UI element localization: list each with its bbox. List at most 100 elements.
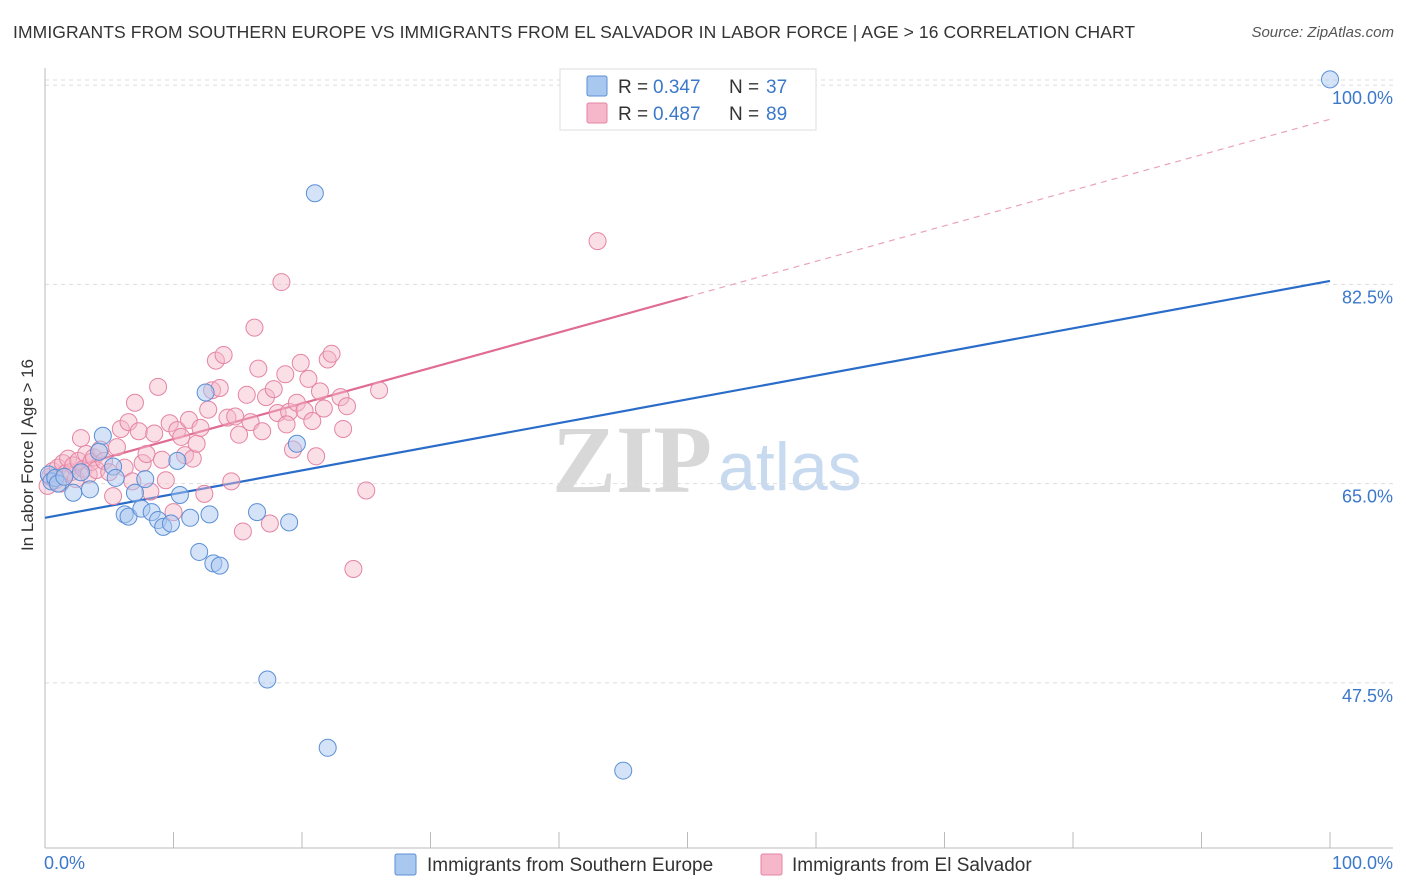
point-southern-europe (125, 483, 144, 502)
x-ticks (44, 832, 1331, 848)
point-southern-europe (93, 426, 112, 445)
legend-n-value-1: 37 (766, 77, 787, 98)
point-el-salvador (71, 429, 90, 448)
watermark: ZIP atlas (552, 406, 862, 513)
bottom-legend-swatch-pink (760, 853, 783, 876)
point-el-salvador (303, 411, 322, 430)
watermark-zip: ZIP (552, 406, 712, 513)
point-el-salvador (218, 408, 237, 427)
trend-line-el-salvador (44, 295, 688, 476)
point-el-salvador (107, 438, 126, 457)
point-el-salvador (370, 381, 389, 400)
point-el-salvador (272, 273, 291, 292)
legend-n-value-2: 89 (766, 104, 787, 125)
point-southern-europe (305, 184, 324, 203)
point-el-salvador (199, 400, 218, 419)
point-el-salvador (264, 380, 283, 399)
point-el-salvador (137, 445, 156, 464)
point-southern-europe (210, 556, 229, 575)
y-tick-label: 65.0% (1342, 487, 1393, 507)
point-southern-europe (64, 483, 83, 502)
correlation-legend: R = 0.347 N = 37 R = 0.487 N = 89 (559, 68, 817, 131)
point-el-salvador (222, 472, 241, 491)
point-southern-europe (136, 470, 155, 489)
chart-title: IMMIGRANTS FROM SOUTHERN EUROPE VS IMMIG… (13, 22, 1136, 42)
point-el-salvador (331, 388, 350, 407)
legend-swatch-pink (586, 102, 608, 124)
point-southern-europe (248, 503, 267, 522)
legend-r-value-2: 0.487 (653, 104, 701, 125)
point-el-salvador (337, 397, 356, 416)
trend-lines (44, 118, 1331, 519)
point-el-salvador (253, 422, 272, 441)
point-el-salvador (156, 471, 175, 490)
point-el-salvador (187, 434, 206, 453)
point-el-salvador (152, 450, 171, 469)
point-el-salvador (226, 407, 245, 426)
series-legend: Immigrants from Southern Europe Immigran… (394, 853, 1032, 876)
watermark-atlas: atlas (718, 429, 862, 505)
point-el-salvador (233, 522, 252, 541)
point-el-salvador (322, 344, 341, 363)
legend-r-label-2: R = (618, 104, 648, 125)
point-southern-europe (1321, 70, 1339, 89)
point-southern-europe (71, 463, 90, 482)
point-el-salvador (291, 353, 310, 372)
gridlines (45, 79, 1393, 684)
point-southern-europe (80, 480, 99, 499)
y-tick-label: 100.0% (1332, 88, 1393, 108)
legend-r-label-1: R = (618, 77, 648, 98)
point-southern-europe (55, 467, 74, 486)
point-el-salvador (172, 427, 191, 446)
trend-line-southern-europe (44, 279, 1331, 519)
point-el-salvador (149, 377, 168, 396)
point-southern-europe (170, 486, 189, 505)
point-el-salvador (195, 484, 214, 503)
point-southern-europe (161, 514, 180, 533)
x-tick-label-max: 100.0% (1332, 853, 1393, 873)
point-el-salvador (145, 424, 164, 443)
point-southern-europe (200, 505, 219, 524)
bottom-legend-swatch-blue (394, 853, 417, 876)
point-el-salvador (191, 418, 210, 437)
point-el-salvador (277, 415, 296, 434)
point-southern-europe (614, 761, 633, 780)
point-southern-europe (318, 738, 337, 757)
point-southern-europe (196, 383, 215, 402)
point-southern-europe (168, 451, 187, 470)
point-southern-europe (89, 442, 108, 461)
data-points (38, 70, 1339, 780)
y-tick-label: 47.5% (1342, 686, 1393, 706)
point-el-salvador (160, 414, 179, 433)
point-el-salvador (310, 382, 329, 401)
point-el-salvador (260, 514, 279, 533)
point-el-salvador (245, 318, 264, 337)
y-tick-labels: 47.5% 65.0% 82.5% 100.0% (1332, 88, 1393, 706)
point-el-salvador (314, 399, 333, 418)
point-el-salvador (104, 487, 123, 506)
point-el-salvador (276, 365, 295, 384)
point-southern-europe (287, 434, 306, 453)
legend-r-value-1: 0.347 (653, 77, 701, 98)
point-el-salvador (299, 369, 318, 388)
legend-n-label-2: N = (729, 104, 759, 125)
point-el-salvador (129, 422, 148, 441)
point-southern-europe (258, 670, 277, 689)
point-el-salvador (119, 413, 138, 432)
y-tick-label: 82.5% (1342, 287, 1393, 307)
axes (44, 68, 1393, 849)
source-credit: Source: ZipAtlas.com (1251, 24, 1394, 41)
point-el-salvador (307, 447, 326, 466)
legend-swatch-blue (586, 75, 608, 97)
trend-line-el-salvador-extrapolated (687, 118, 1331, 298)
legend-n-label-1: N = (729, 77, 759, 98)
point-el-salvador (183, 449, 202, 468)
point-el-salvador (357, 481, 376, 500)
point-southern-europe (190, 542, 209, 561)
point-el-salvador (111, 419, 130, 438)
point-el-salvador (344, 560, 363, 579)
point-el-salvador (237, 385, 256, 404)
bottom-legend-label-2: Immigrants from El Salvador (792, 855, 1032, 876)
bottom-legend-label-1: Immigrants from Southern Europe (427, 855, 713, 876)
